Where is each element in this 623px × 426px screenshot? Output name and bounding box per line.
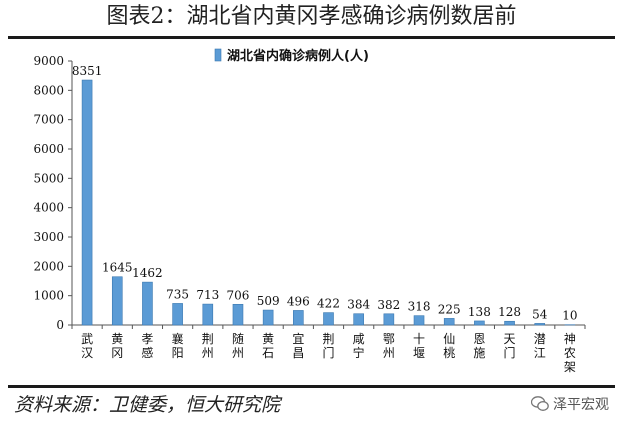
bar [474, 320, 485, 326]
bar [232, 303, 244, 326]
data-label: 509 [257, 294, 280, 308]
x-tick-label: 仙 [443, 332, 455, 346]
x-tick-label: 门 [504, 345, 516, 360]
x-tick-label: 潜 [534, 332, 546, 346]
bar [262, 309, 274, 326]
x-tick-label: 荆 [202, 332, 214, 346]
x-tick-label: 荆 [322, 332, 334, 346]
data-label: 706 [227, 288, 250, 302]
x-tick-label: 随 [232, 331, 244, 346]
chart-title: 图表2：湖北省内黄冈孝感确诊病例数居前 [106, 4, 517, 29]
bar [534, 323, 546, 326]
x-tick-label: 十 [413, 332, 425, 346]
y-tick-label: 7000 [33, 113, 64, 127]
data-label: 225 [438, 302, 461, 316]
x-tick-label: 州 [383, 346, 395, 360]
wechat-icon [530, 396, 549, 412]
data-label: 1645 [102, 261, 133, 275]
x-tick-label: 黄 [111, 332, 123, 346]
bar [443, 318, 455, 326]
source-note: 资料来源：卫健委，恒大研究院 [14, 394, 281, 416]
y-tick-label: 9000 [33, 54, 64, 68]
bar [323, 312, 334, 326]
x-tick-label: 宁 [353, 345, 365, 360]
x-tick-label: 堰 [413, 346, 425, 360]
x-tick-label: 恩 [473, 332, 485, 346]
data-label: 8351 [72, 64, 103, 78]
x-tick-label: 架 [564, 360, 576, 374]
data-label: 318 [408, 300, 431, 314]
x-tick-label: 江 [534, 346, 546, 360]
x-tick-label: 农 [564, 346, 576, 360]
x-tick-label: 冈 [111, 346, 123, 360]
data-label: 384 [347, 298, 370, 312]
x-tick-label: 宜 [292, 331, 304, 346]
x-tick-label: 襄 [172, 331, 184, 346]
x-tick-label: 阳 [172, 346, 184, 360]
data-label: 496 [287, 294, 310, 308]
bar [413, 315, 425, 326]
bar [142, 281, 153, 326]
data-label: 54 [532, 307, 548, 321]
y-tick-label: 6000 [33, 142, 64, 156]
bar [504, 320, 515, 326]
x-tick-label: 门 [322, 345, 334, 360]
x-tick-label: 州 [232, 346, 244, 360]
legend-swatch [214, 48, 222, 62]
x-tick-label: 孝 [141, 332, 153, 346]
x-tick-label: 汉 [81, 346, 93, 360]
data-label: 382 [377, 298, 400, 312]
bar [111, 276, 123, 326]
x-tick-label: 桃 [443, 345, 455, 360]
data-label: 138 [468, 305, 491, 319]
bottom-rule [8, 385, 615, 388]
data-label: 735 [166, 287, 189, 301]
bar [172, 303, 183, 326]
data-label: 10 [562, 309, 577, 323]
y-tick-label: 5000 [33, 171, 64, 185]
y-tick-label: 1000 [33, 289, 64, 303]
data-label: 128 [498, 305, 521, 319]
x-tick-label: 鄂 [383, 332, 395, 346]
bar-chart: 0 1000 2000 3000 4000 5000 6000 7000 8000 9000 835… [33, 48, 586, 374]
x-tick-label: 神 [564, 332, 576, 346]
watermark-label: 泽平宏观 [553, 397, 609, 413]
x-tick-label: 感 [141, 345, 153, 360]
x-tick-label: 州 [202, 346, 214, 360]
x-tick-label: 天 [504, 332, 516, 346]
bar [81, 79, 93, 326]
bar [353, 313, 364, 326]
bar [383, 313, 395, 326]
x-tick-label: 石 [262, 346, 274, 360]
data-label: 1462 [132, 266, 163, 280]
y-tick-label: 4000 [33, 201, 64, 215]
x-tick-label: 昌 [292, 346, 304, 360]
legend-label: 湖北省内确诊病例人(人) [227, 48, 369, 64]
bar [202, 303, 214, 326]
bar [293, 310, 304, 326]
data-label: 713 [196, 288, 219, 302]
data-label: 422 [317, 297, 340, 311]
y-tick-label: 8000 [33, 83, 64, 97]
watermark: 泽平宏观 [530, 394, 609, 414]
x-tick-label: 武 [81, 332, 93, 346]
top-rule [8, 36, 615, 39]
y-tick-label: 3000 [33, 230, 64, 244]
y-tick-label: 0 [56, 318, 64, 332]
x-tick-label: 施 [473, 346, 485, 360]
x-tick-label: 咸 [353, 332, 365, 346]
x-tick-label: 黄 [262, 332, 274, 346]
y-tick-label: 2000 [33, 259, 64, 273]
